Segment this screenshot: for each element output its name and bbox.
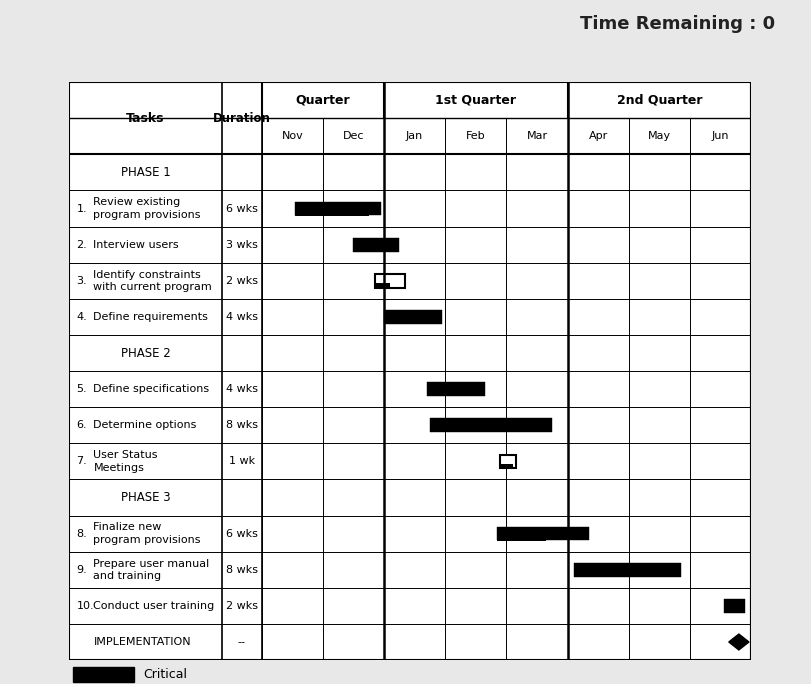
Text: 10.: 10. xyxy=(76,601,94,611)
Bar xyxy=(429,419,551,432)
Bar xyxy=(384,319,429,324)
Bar xyxy=(429,428,521,432)
Text: 8 wks: 8 wks xyxy=(225,420,258,430)
Text: 3 wks: 3 wks xyxy=(225,239,257,250)
Text: PHASE 2: PHASE 2 xyxy=(121,347,170,360)
Text: 5.: 5. xyxy=(76,384,87,394)
Text: Define requirements: Define requirements xyxy=(93,312,208,322)
Bar xyxy=(496,527,588,540)
Text: User Status
Meetings: User Status Meetings xyxy=(93,450,158,473)
Text: Finalize new
program provisions: Finalize new program provisions xyxy=(93,523,201,545)
Bar xyxy=(295,211,368,215)
Text: PHASE 1: PHASE 1 xyxy=(121,166,170,179)
Text: 2 wks: 2 wks xyxy=(225,276,258,286)
Text: Dec: Dec xyxy=(342,131,364,142)
Bar xyxy=(384,310,442,324)
Text: 4 wks: 4 wks xyxy=(225,384,258,394)
Text: Define specifications: Define specifications xyxy=(93,384,209,394)
Text: 8 wks: 8 wks xyxy=(225,565,258,575)
Text: --: -- xyxy=(238,637,246,647)
Text: Jun: Jun xyxy=(711,131,728,142)
Text: 9.: 9. xyxy=(76,565,87,575)
Text: 4.: 4. xyxy=(76,312,87,322)
Bar xyxy=(353,238,399,252)
Bar xyxy=(500,454,515,469)
Text: Jan: Jan xyxy=(406,131,423,142)
Text: 1st Quarter: 1st Quarter xyxy=(435,94,516,107)
Bar xyxy=(573,563,680,577)
Bar xyxy=(295,202,380,215)
Text: May: May xyxy=(647,131,670,142)
Text: Apr: Apr xyxy=(588,131,607,142)
Bar xyxy=(723,599,744,613)
Text: 8.: 8. xyxy=(76,529,87,538)
Text: Determine options: Determine options xyxy=(93,420,196,430)
Text: IMPLEMENTATION: IMPLEMENTATION xyxy=(93,637,191,647)
Text: Critical: Critical xyxy=(144,668,187,681)
Bar xyxy=(427,392,472,396)
Text: Conduct user training: Conduct user training xyxy=(93,601,214,611)
Polygon shape xyxy=(728,634,748,650)
Bar xyxy=(427,382,484,396)
Text: 7.: 7. xyxy=(76,456,87,466)
Text: Time Remaining : 0: Time Remaining : 0 xyxy=(580,15,775,33)
Text: Duration: Duration xyxy=(212,111,270,124)
Text: 3.: 3. xyxy=(76,276,87,286)
Text: 1.: 1. xyxy=(76,204,87,213)
Text: Feb: Feb xyxy=(466,131,485,142)
Bar xyxy=(353,247,390,252)
Text: 6.: 6. xyxy=(76,420,87,430)
Text: 6 wks: 6 wks xyxy=(225,529,257,538)
Text: Identify constraints
with current program: Identify constraints with current progra… xyxy=(93,269,212,292)
Text: PHASE 3: PHASE 3 xyxy=(121,491,170,504)
Bar xyxy=(500,464,512,469)
Bar xyxy=(496,536,546,541)
Text: 6 wks: 6 wks xyxy=(225,204,257,213)
Text: Tasks: Tasks xyxy=(126,111,165,124)
Text: 1 wk: 1 wk xyxy=(229,456,255,466)
Text: Interview users: Interview users xyxy=(93,239,179,250)
Text: Prepare user manual
and training: Prepare user manual and training xyxy=(93,559,209,581)
Text: Nov: Nov xyxy=(281,131,303,142)
Text: 2.: 2. xyxy=(76,239,87,250)
Text: Quarter: Quarter xyxy=(295,94,350,107)
Bar xyxy=(375,283,390,288)
Text: 2 wks: 2 wks xyxy=(225,601,258,611)
Bar xyxy=(375,274,405,288)
Text: 4 wks: 4 wks xyxy=(225,312,258,322)
Text: Mar: Mar xyxy=(526,131,547,142)
Text: Review existing
program provisions: Review existing program provisions xyxy=(93,197,201,220)
Bar xyxy=(573,573,600,577)
Text: 2nd Quarter: 2nd Quarter xyxy=(616,94,702,107)
